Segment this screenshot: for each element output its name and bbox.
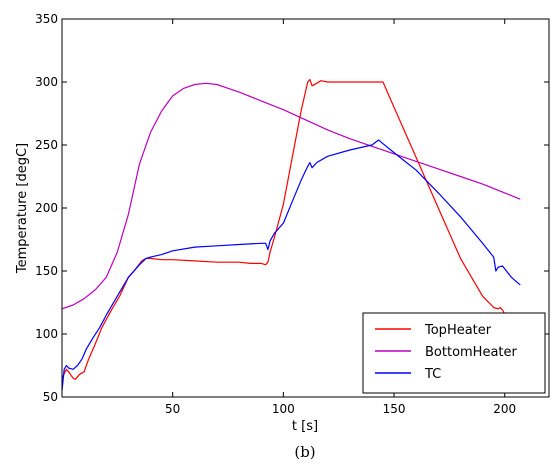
x-tick-label: 200	[493, 402, 516, 416]
y-tick-label: 50	[43, 390, 58, 404]
y-tick-label: 250	[35, 138, 58, 152]
series-layer	[61, 78, 521, 391]
x-tick-label: 50	[165, 402, 180, 416]
legend-label: BottomHeater	[425, 345, 518, 360]
y-tick-label: 200	[35, 201, 58, 215]
y-tick-label: 150	[35, 264, 58, 278]
figure-caption: (b)	[294, 443, 315, 461]
series-line-bottomheater	[61, 82, 521, 310]
tick-layer: 50 100 150 200 50 100 150 200 250 300 350	[35, 12, 549, 416]
x-axis-label: t [s]	[292, 419, 318, 434]
x-tick-label: 100	[272, 402, 295, 416]
x-tick-label: 150	[383, 402, 406, 416]
y-tick-label: 300	[35, 75, 58, 89]
series-line-topheater	[61, 78, 508, 380]
y-tick-label: 100	[35, 327, 58, 341]
legend-box	[362, 312, 546, 394]
series-line-tc	[61, 139, 521, 391]
legend: TopHeater BottomHeater TC	[362, 312, 546, 394]
y-axis-label: Temperature [degC]	[15, 143, 30, 274]
y-tick-label: 350	[35, 12, 58, 26]
plot-frame	[61, 18, 550, 398]
legend-label: TopHeater	[424, 323, 492, 338]
legend-label: TC	[424, 367, 441, 382]
